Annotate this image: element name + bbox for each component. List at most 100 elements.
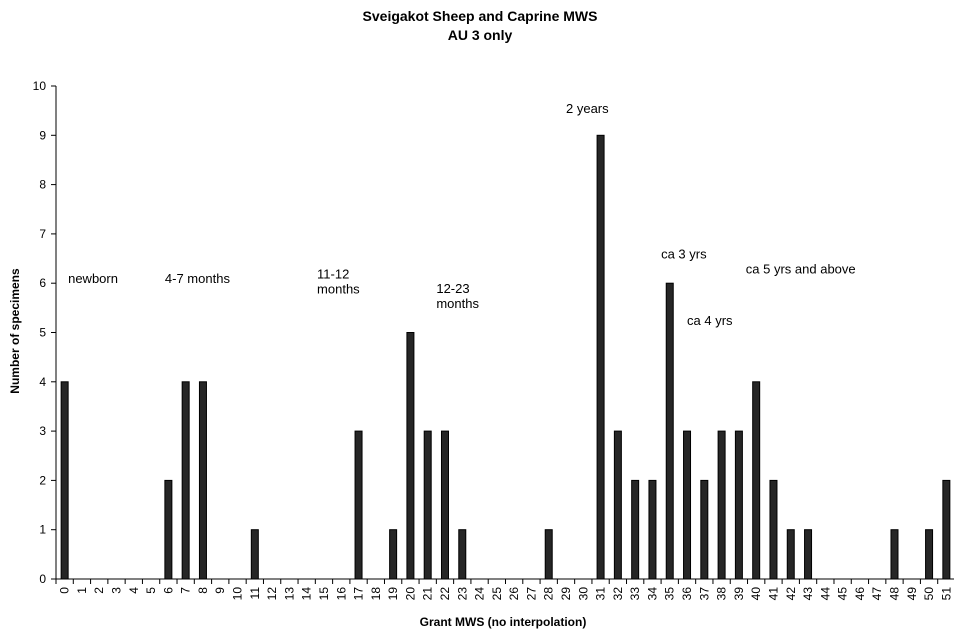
x-tick-label: 6 (161, 587, 175, 594)
bar (354, 430, 363, 580)
x-tick-label: 31 (594, 587, 608, 601)
x-tick-label: 14 (300, 587, 314, 601)
x-tick-label: 8 (196, 587, 210, 594)
x-tick-label: 16 (334, 587, 348, 601)
x-tick-label: 43 (801, 587, 815, 601)
annotation-label: 4-7 months (165, 271, 231, 286)
bar (423, 430, 432, 580)
bar (752, 381, 761, 580)
y-tick-label: 10 (33, 79, 47, 93)
y-tick-label: 7 (39, 227, 46, 241)
y-tick-label: 0 (39, 572, 46, 586)
bar (198, 381, 207, 580)
x-tick-label: 34 (645, 587, 659, 601)
y-tick-label: 9 (39, 128, 46, 142)
x-tick-label: 35 (663, 587, 677, 601)
bar (717, 430, 726, 580)
x-tick-label: 32 (611, 587, 625, 601)
x-tick-label: 41 (766, 587, 780, 601)
bar (406, 332, 415, 580)
y-tick-label: 6 (39, 276, 46, 290)
x-tick-label: 37 (697, 587, 711, 601)
x-tick-label: 5 (144, 587, 158, 594)
x-tick-label: 40 (749, 587, 763, 601)
annotation-label: 12-23 (436, 281, 469, 296)
bar (613, 430, 622, 580)
x-tick-label: 19 (386, 587, 400, 601)
x-axis-ticks: 0 1 2 3 4 5 6 7 8 9 10 11 12 13 14 15 16 17 18 19 20 21 22 23 24… (55, 579, 953, 601)
x-tick-label: 11 (248, 587, 262, 600)
x-tick-label: 12 (265, 587, 279, 601)
x-tick-label: 18 (369, 587, 383, 601)
x-tick-label: 23 (455, 587, 469, 601)
x-tick-label: 15 (317, 587, 331, 601)
y-tick-label: 1 (39, 523, 46, 537)
bar (181, 381, 190, 580)
annotation-label: ca 3 yrs (661, 247, 707, 262)
x-tick-label: 30 (576, 587, 590, 601)
x-tick-label: 1 (75, 587, 89, 594)
bar (890, 529, 899, 580)
axes-group (55, 86, 954, 580)
bar (925, 529, 934, 580)
y-axis-ticks: 0 1 2 3 4 5 6 7 8 9 10 (33, 79, 56, 586)
x-tick-label: 10 (231, 587, 245, 601)
bar (786, 529, 795, 580)
bar (683, 430, 692, 580)
x-tick-label: 42 (784, 587, 798, 601)
bar (440, 430, 449, 580)
annotation-label: newborn (68, 271, 118, 286)
annotation-label: 11-12 (317, 266, 349, 281)
x-tick-label: 45 (836, 587, 850, 601)
x-tick-label: 2 (92, 587, 106, 594)
bar (544, 529, 553, 580)
x-axis-title: Grant MWS (no interpolation) (420, 615, 587, 629)
bar (942, 479, 951, 580)
x-tick-label: 51 (939, 587, 953, 601)
annotation-label: months (436, 296, 479, 311)
bar (804, 529, 813, 580)
annotation-label: months (317, 281, 360, 296)
bar (389, 529, 398, 580)
x-tick-label: 28 (542, 587, 556, 601)
chart-subtitle: AU 3 only (448, 27, 513, 43)
bar (458, 529, 467, 580)
x-tick-label: 39 (732, 587, 746, 601)
bar (769, 479, 778, 580)
x-tick-label: 29 (559, 587, 573, 601)
x-tick-label: 26 (507, 587, 521, 601)
x-tick-label: 17 (352, 587, 366, 601)
x-tick-label: 50 (922, 587, 936, 601)
x-tick-label: 46 (853, 587, 867, 601)
bar (60, 381, 69, 580)
x-tick-label: 33 (628, 587, 642, 601)
y-axis-title: Number of specimens (8, 268, 22, 394)
annotation-label: ca 5 yrs and above (746, 261, 856, 276)
bar (648, 479, 657, 580)
annotation-label: 2 years (566, 101, 609, 116)
x-tick-label: 38 (715, 587, 729, 601)
chart-title: Sveigakot Sheep and Caprine MWS (363, 8, 598, 24)
x-tick-label: 9 (213, 587, 227, 594)
x-tick-label: 13 (282, 587, 296, 601)
x-tick-label: 27 (524, 587, 538, 601)
y-tick-label: 8 (39, 178, 46, 192)
x-tick-label: 44 (818, 587, 832, 601)
bar (700, 479, 709, 580)
bar (596, 134, 605, 580)
x-tick-label: 3 (110, 587, 124, 594)
x-tick-label: 21 (421, 587, 435, 601)
x-tick-label: 24 (473, 587, 487, 601)
y-tick-label: 2 (39, 473, 46, 487)
bar (250, 529, 259, 580)
x-tick-label: 7 (179, 587, 193, 594)
x-tick-label: 47 (870, 587, 884, 601)
x-tick-label: 49 (905, 587, 919, 601)
x-tick-label: 22 (438, 587, 452, 601)
x-tick-label: 20 (403, 587, 417, 601)
bar (164, 479, 173, 580)
x-tick-label: 0 (58, 587, 72, 594)
